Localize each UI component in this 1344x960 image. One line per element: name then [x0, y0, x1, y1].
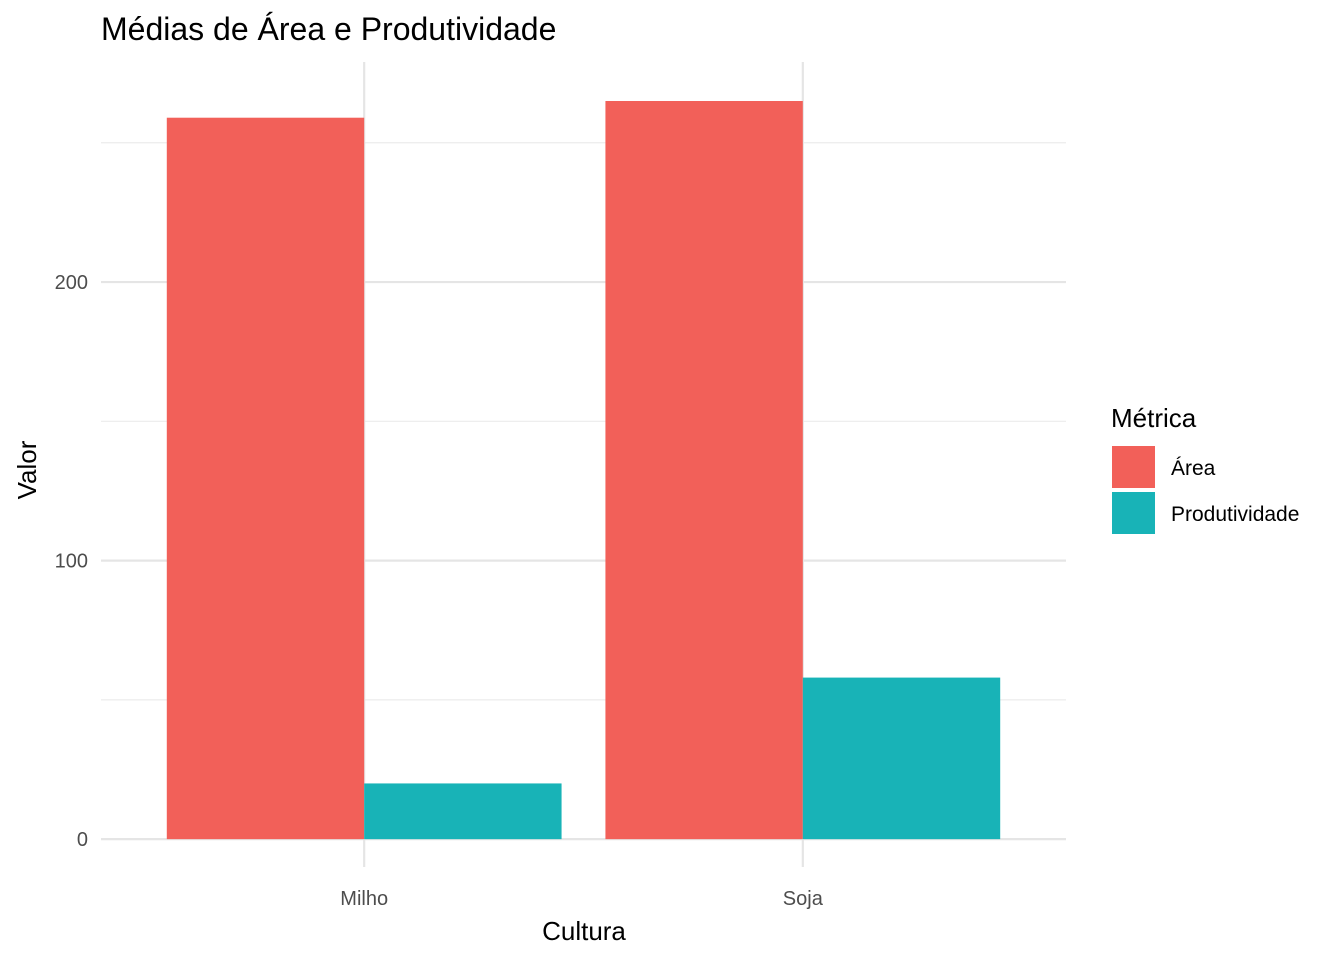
- legend: Métrica Área Produtividade: [1111, 403, 1299, 534]
- bar-soja-1: [802, 677, 1001, 840]
- x-axis-ticks: Milho Soja: [340, 888, 823, 910]
- x-tick-label: Milho: [340, 888, 388, 910]
- bar-soja-0: [605, 100, 803, 840]
- y-tick-label: 100: [55, 551, 88, 573]
- chart-title: Médias de Área e Produtividade: [101, 11, 556, 47]
- legend-title: Métrica: [1111, 403, 1197, 433]
- legend-label: Produtividade: [1171, 503, 1299, 526]
- bar-milho-1: [364, 783, 562, 840]
- y-axis-title: Valor: [12, 440, 42, 499]
- x-axis-title: Cultura: [542, 916, 626, 946]
- bar-milho-0: [166, 117, 365, 840]
- x-tick-label: Soja: [783, 888, 824, 910]
- legend-key: [1112, 446, 1155, 488]
- y-tick-label: 200: [55, 272, 88, 294]
- legend-label: Área: [1171, 457, 1216, 480]
- legend-key: [1112, 492, 1155, 534]
- y-axis-ticks: 0 100 200: [55, 272, 88, 851]
- bars: [166, 100, 1001, 840]
- y-tick-label: 0: [77, 829, 88, 851]
